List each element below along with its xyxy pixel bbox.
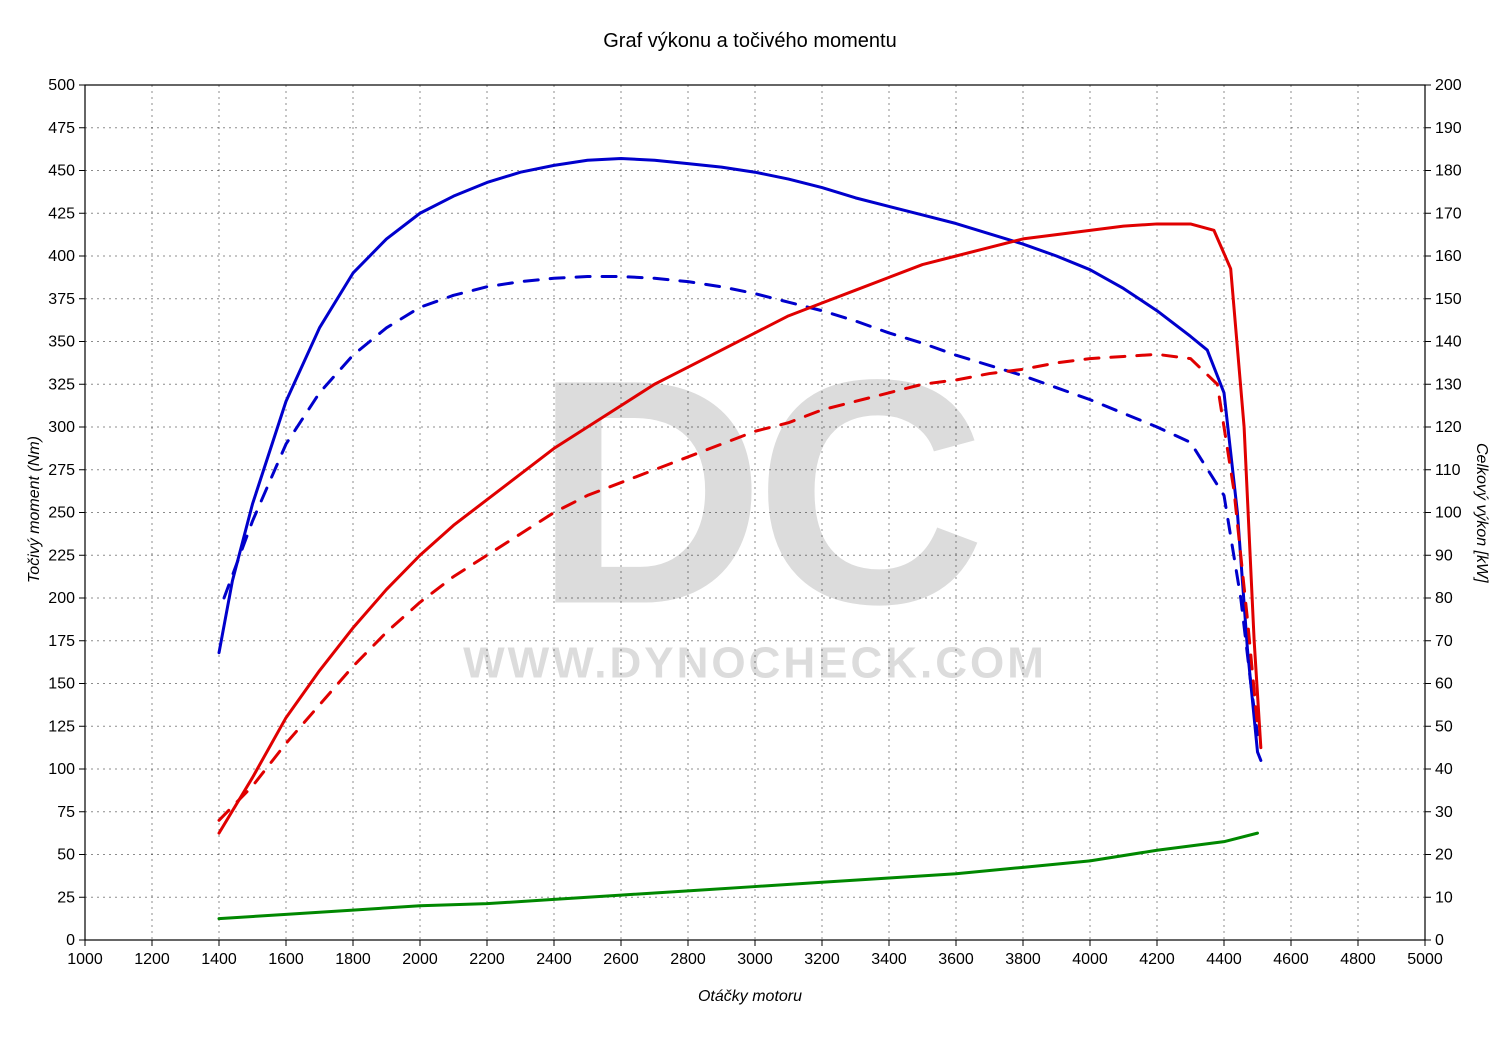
svg-text:2600: 2600 xyxy=(603,951,639,968)
svg-text:4200: 4200 xyxy=(1139,951,1175,968)
svg-text:4600: 4600 xyxy=(1273,951,1309,968)
svg-text:4000: 4000 xyxy=(1072,951,1108,968)
svg-text:175: 175 xyxy=(48,633,75,650)
svg-text:4800: 4800 xyxy=(1340,951,1376,968)
svg-text:100: 100 xyxy=(48,761,75,778)
svg-text:1800: 1800 xyxy=(335,951,371,968)
chart-title: Graf výkonu a točivého momentu xyxy=(0,30,1500,53)
svg-text:80: 80 xyxy=(1435,590,1453,607)
svg-text:110: 110 xyxy=(1435,462,1461,479)
x-axis-label: Otáčky motoru xyxy=(0,988,1500,1006)
svg-text:425: 425 xyxy=(48,205,75,222)
svg-text:160: 160 xyxy=(1435,248,1462,265)
svg-text:120: 120 xyxy=(1435,419,1462,436)
svg-text:300: 300 xyxy=(48,419,75,436)
svg-text:200: 200 xyxy=(48,590,75,607)
svg-text:1200: 1200 xyxy=(134,951,170,968)
svg-text:60: 60 xyxy=(1435,676,1453,693)
svg-text:25: 25 xyxy=(57,889,75,906)
svg-text:200: 200 xyxy=(1435,77,1462,94)
svg-text:75: 75 xyxy=(57,804,75,821)
svg-text:150: 150 xyxy=(1435,291,1462,308)
svg-text:180: 180 xyxy=(1435,163,1462,180)
svg-text:375: 375 xyxy=(48,291,75,308)
svg-text:190: 190 xyxy=(1435,120,1462,137)
svg-text:140: 140 xyxy=(1435,334,1462,351)
svg-text:10: 10 xyxy=(1435,889,1453,906)
dyno-chart: DCWWW.DYNOCHECK.COM100012001400160018002… xyxy=(0,0,1500,1041)
svg-text:250: 250 xyxy=(48,505,75,522)
svg-text:20: 20 xyxy=(1435,847,1453,864)
svg-text:0: 0 xyxy=(66,932,75,949)
y-left-axis-label: Točivý moment (Nm) xyxy=(26,436,44,583)
svg-text:DC: DC xyxy=(534,313,980,671)
svg-text:170: 170 xyxy=(1435,205,1462,222)
svg-text:225: 225 xyxy=(48,547,75,564)
svg-text:50: 50 xyxy=(1435,718,1453,735)
svg-text:30: 30 xyxy=(1435,804,1453,821)
y-right-axis-label: Celkový výkon [kW] xyxy=(1472,443,1490,583)
svg-text:3200: 3200 xyxy=(804,951,840,968)
svg-text:5000: 5000 xyxy=(1407,951,1443,968)
svg-text:2800: 2800 xyxy=(670,951,706,968)
svg-text:150: 150 xyxy=(48,676,75,693)
svg-text:40: 40 xyxy=(1435,761,1453,778)
svg-text:0: 0 xyxy=(1435,932,1444,949)
svg-text:325: 325 xyxy=(48,376,75,393)
svg-text:500: 500 xyxy=(48,77,75,94)
svg-text:3400: 3400 xyxy=(871,951,907,968)
svg-text:50: 50 xyxy=(57,847,75,864)
svg-text:1600: 1600 xyxy=(268,951,304,968)
svg-text:400: 400 xyxy=(48,248,75,265)
svg-text:1400: 1400 xyxy=(201,951,237,968)
svg-text:275: 275 xyxy=(48,462,75,479)
svg-text:130: 130 xyxy=(1435,376,1462,393)
svg-text:350: 350 xyxy=(48,334,75,351)
svg-text:2200: 2200 xyxy=(469,951,505,968)
chart-svg: DCWWW.DYNOCHECK.COM100012001400160018002… xyxy=(0,0,1500,1041)
svg-text:4400: 4400 xyxy=(1206,951,1242,968)
svg-text:3000: 3000 xyxy=(737,951,773,968)
svg-text:2000: 2000 xyxy=(402,951,438,968)
svg-text:3800: 3800 xyxy=(1005,951,1041,968)
svg-text:475: 475 xyxy=(48,120,75,137)
svg-text:3600: 3600 xyxy=(938,951,974,968)
svg-text:70: 70 xyxy=(1435,633,1453,650)
svg-text:2400: 2400 xyxy=(536,951,572,968)
svg-text:450: 450 xyxy=(48,163,75,180)
svg-text:100: 100 xyxy=(1435,505,1462,522)
svg-text:1000: 1000 xyxy=(67,951,103,968)
svg-text:125: 125 xyxy=(48,718,75,735)
svg-text:90: 90 xyxy=(1435,547,1453,564)
